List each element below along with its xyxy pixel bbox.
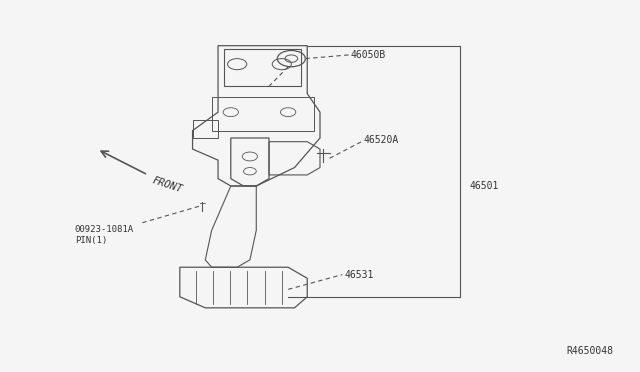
Text: 46520A: 46520A <box>364 135 399 145</box>
Text: 46531: 46531 <box>344 270 374 280</box>
Text: 00923-1081A: 00923-1081A <box>75 225 134 234</box>
Text: 46050B: 46050B <box>351 50 386 60</box>
Text: FRONT: FRONT <box>151 176 184 195</box>
Text: 46501: 46501 <box>470 181 499 191</box>
Text: PIN(1): PIN(1) <box>75 236 107 245</box>
Text: R4650048: R4650048 <box>566 346 613 356</box>
